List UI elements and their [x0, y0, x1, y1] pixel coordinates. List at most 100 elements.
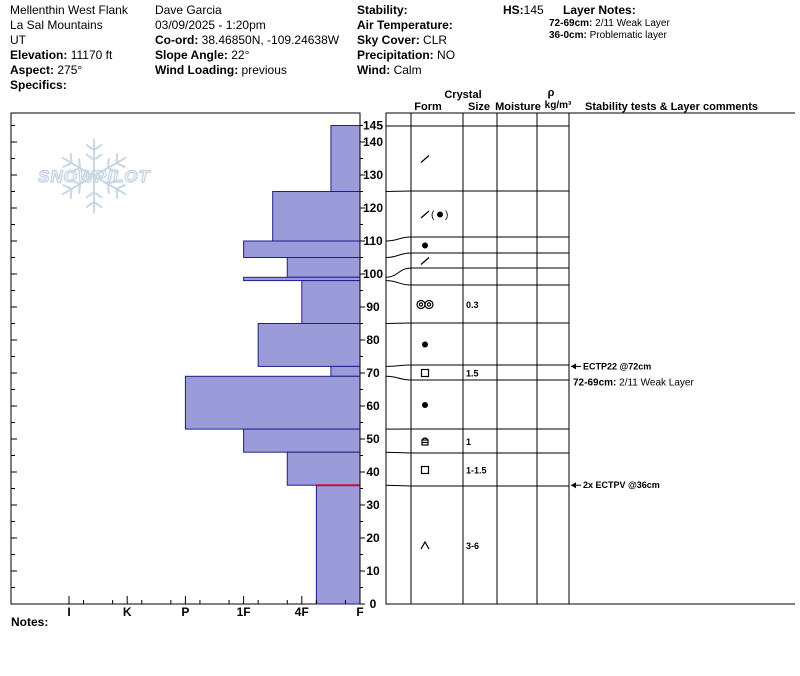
hardness-label-1F: 1F [237, 605, 251, 619]
height-label-30: 30 [366, 498, 380, 512]
grain-form-mf-icon [416, 299, 434, 310]
layer-note-1-range: 72-69cm: [549, 18, 593, 29]
slope-value: 22° [231, 48, 250, 62]
wind-row: Wind: Calm [357, 63, 455, 78]
density-symbol: ρ [548, 87, 555, 99]
coord-row: Co-ord: 38.46850N, -109.24638W [155, 33, 339, 48]
stability-test-label: 2x ECTPV @36cm [583, 480, 660, 490]
grain-size: 3-6 [466, 541, 479, 551]
grain-dot [422, 242, 428, 249]
height-label-60: 60 [366, 399, 380, 413]
snowflake-branch [85, 191, 95, 199]
hardness-label-K: K [123, 605, 132, 619]
precip-value: NO [437, 48, 456, 62]
height-label-10: 10 [366, 564, 380, 578]
layer-row-3 [422, 242, 428, 249]
hs-value: 145 [523, 3, 544, 17]
grain-dot [422, 402, 428, 408]
snowflake-icon [61, 139, 127, 213]
hardness-bar-4 [286, 257, 361, 278]
arrow-left-icon [571, 363, 576, 370]
snowflake-branch [93, 200, 103, 209]
elevation-row: Elevation: 11170 ft [10, 48, 128, 63]
depth-connector [385, 322, 412, 324]
grain-form-dh-icon [420, 540, 430, 550]
layer-row-6: 0.3 [416, 299, 479, 310]
grain-size: 1.5 [466, 369, 479, 379]
snowpilot-logo: SNOWPILOT [37, 139, 150, 213]
hardness-bar-2 [272, 191, 361, 242]
height-label-20: 20 [366, 531, 380, 545]
grain-form-rg-icon [422, 242, 428, 249]
snowflake-branch [70, 166, 81, 173]
layer-comment-text: 2/11 Weak Layer [619, 377, 694, 388]
hardness-bar-9 [184, 375, 361, 430]
height-label-100: 100 [363, 267, 383, 281]
aspect-row: Aspect: 275° [10, 63, 128, 78]
layer-comment-range: 72-69cm: [573, 377, 619, 388]
snowflake-branch [85, 200, 95, 209]
height-label-90: 90 [366, 300, 380, 314]
layer-row-9 [422, 402, 428, 408]
snowflake-branch [62, 184, 73, 190]
grain-form-dp-icon [420, 257, 430, 265]
grain-size: 1 [466, 437, 471, 447]
snowflake-branch [85, 153, 95, 161]
grain-paren: ) [445, 210, 448, 221]
hardness-bar-7 [257, 323, 361, 367]
snowflake-branch [93, 191, 103, 199]
depth-connector [385, 252, 412, 258]
snowflake-branch [85, 143, 95, 152]
depth-connector [385, 364, 412, 367]
sky-label: Sky Cover: [357, 33, 420, 47]
layer-row-1 [420, 155, 430, 163]
depth-connector [385, 236, 412, 242]
size-header: Size [468, 101, 490, 113]
wind-loading-row: Wind Loading: previous [155, 63, 339, 78]
snowflake-branch [69, 153, 73, 165]
layer-notes-list: 72-69cm: 2/11 Weak Layer 36-0cm: Problem… [549, 18, 670, 42]
sky-row: Sky Cover: CLR [357, 33, 455, 48]
aspect-value: 275° [57, 63, 83, 77]
column-headers: Crystal Form Size Moisture ρ kg/m³ Stabi… [414, 87, 758, 113]
hardness-profile-chart: I K P 1F 4F F14514013012011010090807060504030… [10, 112, 383, 619]
sky-value: CLR [423, 33, 448, 47]
header-col2: Dave Garcia 03/09/2025 - 1:20pm Co-ord: … [155, 3, 339, 78]
moisture-header: Moisture [495, 101, 541, 113]
density-unit: kg/m³ [545, 100, 572, 111]
snowflake-branch [62, 162, 73, 168]
layer-row-10: 1 [421, 437, 471, 447]
grain-size: 1-1.5 [466, 466, 487, 476]
height-label-0: 0 [370, 597, 377, 611]
layer-note-1: 72-69cm: 2/11 Weak Layer [549, 18, 670, 30]
grain-form-fc-icon [420, 465, 430, 475]
elevation-value: 11170 ft [70, 48, 113, 62]
location-name: Mellenthin West Flank [10, 3, 128, 17]
layer-notes-label: Layer Notes: [563, 3, 636, 17]
height-label-120: 120 [363, 201, 383, 215]
observer-name: Dave Garcia [155, 3, 222, 17]
layer-row-8: 1.5 [420, 369, 479, 379]
grain-form-rg-icon [422, 402, 428, 408]
grain-dot [422, 341, 428, 348]
layer-note-1-text: 2/11 Weak Layer [595, 18, 670, 29]
snowflake-branch [93, 153, 103, 161]
layer-note-2-text: Problematic layer [589, 30, 667, 41]
layer-notes-title: Layer Notes: [563, 3, 636, 18]
height-label-130: 130 [363, 168, 383, 182]
observation-datetime: 03/09/2025 - 1:20pm [155, 18, 266, 32]
hardness-bar-1 [330, 125, 361, 192]
wind-value: Calm [393, 63, 422, 77]
depth-connector [385, 375, 412, 381]
layer-row-7 [422, 341, 428, 348]
notes-row: Notes: [11, 615, 48, 630]
snowflake-arm [61, 175, 95, 195]
depth-connector [385, 267, 412, 278]
stability-test-2: 2x ECTPV @36cm [571, 480, 660, 490]
snowflake-branch [78, 183, 81, 195]
elevation-label: Elevation: [10, 48, 68, 62]
hardness-bar-11 [286, 451, 361, 486]
snowflake-branch [93, 143, 103, 152]
grain-dot [437, 211, 443, 218]
